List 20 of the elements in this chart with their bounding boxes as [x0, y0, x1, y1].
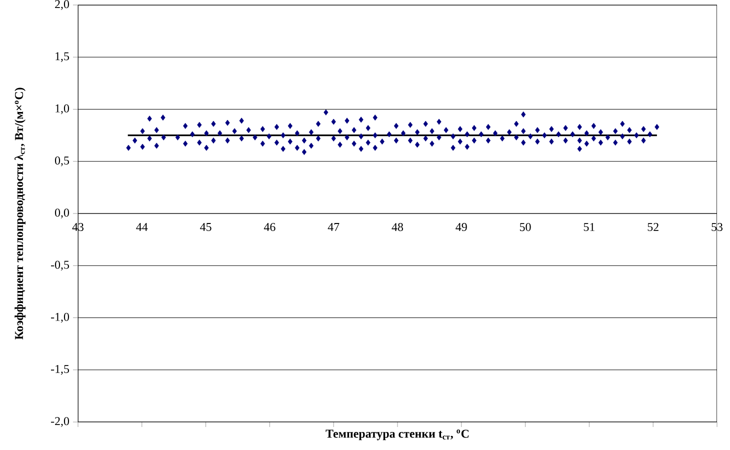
- y-tick-label: -2,0: [50, 417, 70, 427]
- y-tick-label: -1,0: [50, 312, 70, 323]
- x-tick-label: 44: [136, 223, 148, 231]
- x-tick-label: 47: [328, 223, 340, 231]
- y-tick-label: 0,0: [54, 208, 70, 218]
- x-tick-label: 49: [456, 223, 467, 232]
- x-tick-label: 50: [520, 223, 531, 232]
- y-tick-label: 1,0: [56, 104, 70, 114]
- x-tick-label: 48: [392, 223, 404, 232]
- y-tick-label: 0,5: [54, 156, 70, 166]
- y-tick-label: -1,5: [50, 365, 70, 375]
- x-tick-label: 46: [264, 223, 276, 232]
- x-tick-label: 51: [584, 223, 594, 232]
- y-tick-label: -0,5: [50, 260, 70, 271]
- x-tick-label: 45: [200, 223, 212, 231]
- x-axis-title: Температура стенки t$_{ст}$, $^{o}$С: [326, 430, 469, 440]
- y-tick-label: 2,0: [55, 0, 70, 10]
- y-axis-title: Коэффициент теплопроводности λ$_{ст}$, Вт/(м×$^{o}$С): [14, 88, 26, 340]
- y-tick-label: 1,5: [56, 52, 70, 62]
- x-tick-label: 52: [648, 223, 658, 232]
